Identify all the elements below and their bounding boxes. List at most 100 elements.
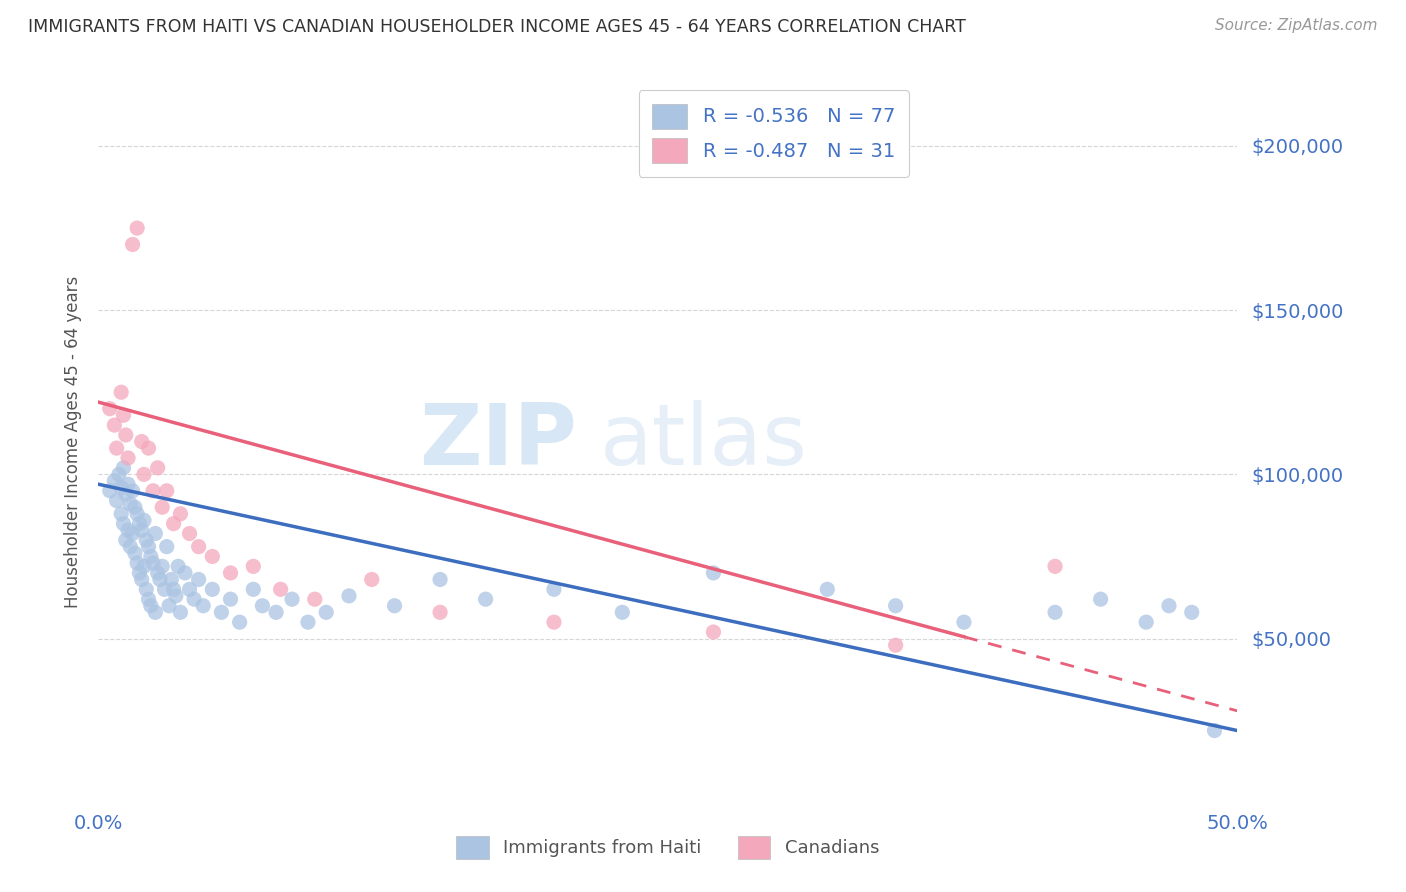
Point [142, 483, 165, 498]
Point [219, 592, 242, 607]
Point [135, 582, 157, 597]
Point [131, 523, 153, 537]
Point [124, 500, 146, 515]
Point [384, 599, 406, 613]
Point [105, 441, 128, 455]
Point [132, 467, 155, 482]
Point [1181, 605, 1204, 619]
Point [117, 523, 139, 537]
Point [138, 592, 160, 607]
Point [156, 483, 179, 498]
Point [114, 533, 136, 547]
Point [884, 638, 907, 652]
Point [297, 615, 319, 630]
Point [117, 450, 139, 465]
Point [337, 589, 360, 603]
Point [128, 516, 150, 531]
Point [162, 582, 184, 597]
Point [156, 540, 179, 554]
Point [612, 605, 634, 619]
Point [139, 549, 162, 564]
Point [135, 533, 157, 547]
Point [953, 615, 976, 630]
Point [150, 559, 173, 574]
Point [153, 582, 176, 597]
Point [315, 605, 337, 619]
Point [1043, 605, 1066, 619]
Point [121, 237, 143, 252]
Point [110, 385, 132, 400]
Point [543, 582, 565, 597]
Point [429, 605, 451, 619]
Point [160, 573, 183, 587]
Point [281, 592, 304, 607]
Point [228, 615, 250, 630]
Point [179, 526, 201, 541]
Point [169, 605, 191, 619]
Point [127, 507, 149, 521]
Point [304, 592, 326, 607]
Y-axis label: Householder Income Ages 45 - 64 years: Householder Income Ages 45 - 64 years [65, 276, 83, 607]
Point [1157, 599, 1180, 613]
Point [98, 401, 121, 416]
Point [209, 605, 232, 619]
Point [110, 481, 132, 495]
Point [117, 477, 139, 491]
Point [242, 559, 264, 574]
Point [252, 599, 274, 613]
Point [193, 599, 215, 613]
Text: atlas: atlas [599, 400, 807, 483]
Point [138, 441, 160, 455]
Point [127, 556, 149, 570]
Point [179, 582, 201, 597]
Point [174, 566, 197, 580]
Point [474, 592, 496, 607]
Point [132, 559, 155, 574]
Point [131, 434, 153, 449]
Point [201, 549, 224, 564]
Point [162, 516, 184, 531]
Point [112, 409, 135, 423]
Point [108, 467, 131, 482]
Point [169, 507, 191, 521]
Point [124, 546, 146, 560]
Point [146, 566, 169, 580]
Point [884, 599, 907, 613]
Point [120, 497, 142, 511]
Point [150, 500, 173, 515]
Point [128, 566, 150, 580]
Point [112, 516, 135, 531]
Point [132, 513, 155, 527]
Point [165, 589, 187, 603]
Point [145, 526, 167, 541]
Point [105, 493, 128, 508]
Point [114, 487, 136, 501]
Point [270, 582, 292, 597]
Point [360, 573, 382, 587]
Point [264, 605, 287, 619]
Text: Source: ZipAtlas.com: Source: ZipAtlas.com [1215, 18, 1378, 33]
Text: ZIP: ZIP [419, 400, 576, 483]
Point [167, 559, 190, 574]
Point [112, 460, 135, 475]
Point [219, 566, 242, 580]
Point [110, 507, 132, 521]
Point [1204, 723, 1226, 738]
Point [103, 418, 125, 433]
Point [702, 625, 724, 640]
Point [429, 573, 451, 587]
Point [131, 573, 153, 587]
Point [815, 582, 838, 597]
Text: IMMIGRANTS FROM HAITI VS CANADIAN HOUSEHOLDER INCOME AGES 45 - 64 YEARS CORRELAT: IMMIGRANTS FROM HAITI VS CANADIAN HOUSEH… [28, 18, 966, 36]
Point [139, 599, 162, 613]
Point [142, 556, 165, 570]
Point [114, 428, 136, 442]
Point [187, 540, 209, 554]
Point [702, 566, 724, 580]
Point [183, 592, 205, 607]
Point [138, 540, 160, 554]
Point [157, 599, 180, 613]
Point [1135, 615, 1157, 630]
Point [242, 582, 264, 597]
Point [103, 474, 125, 488]
